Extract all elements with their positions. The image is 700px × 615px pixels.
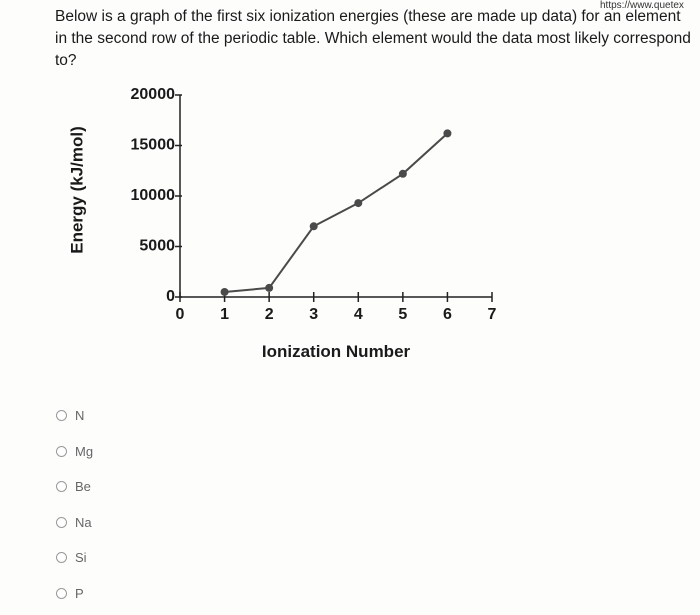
option[interactable]: Na (56, 505, 93, 541)
data-point (398, 169, 407, 178)
data-point (220, 287, 229, 296)
data-point (309, 222, 318, 231)
x-tick-label: 3 (309, 306, 318, 323)
radio-button[interactable] (56, 481, 67, 493)
option[interactable]: Si (56, 540, 93, 576)
radio-button[interactable] (56, 516, 67, 528)
x-tick-label: 0 (176, 306, 185, 323)
x-tick-label: 6 (443, 306, 452, 323)
y-tick-label: 15000 (131, 137, 176, 154)
x-tick-label: 4 (354, 306, 363, 323)
data-point (265, 283, 274, 292)
x-axis-title: Ionization Number (262, 342, 411, 361)
option-label: P (75, 585, 84, 601)
y-tick-label: 20000 (131, 86, 176, 103)
option[interactable]: Be (56, 469, 93, 505)
question-text: Below is a graph of the first six ioniza… (55, 8, 691, 69)
y-tick-label: 10000 (131, 187, 176, 204)
option[interactable]: N (56, 398, 93, 434)
url: https://www.quetex (600, 0, 684, 11)
x-tick-label: 5 (398, 306, 407, 323)
radio-button[interactable] (56, 552, 67, 564)
data-point (443, 129, 452, 138)
y-axis-title: Energy (kJ/mol) (67, 126, 86, 254)
option-label: Be (75, 479, 91, 495)
data-line (224, 132, 449, 293)
radio-button[interactable] (56, 445, 67, 457)
x-tick-label: 2 (265, 306, 274, 323)
option-label: Mg (75, 443, 94, 459)
y-tick-label: 5000 (139, 238, 175, 255)
chart: Energy (kJ/mol) Ionization Number 0 5000 1… (67, 86, 497, 361)
data-point (354, 199, 363, 208)
option[interactable]: P (56, 576, 93, 612)
radio-button[interactable] (56, 410, 67, 422)
option-label: Na (75, 514, 92, 530)
option-label: Si (75, 550, 87, 566)
y-tick-label: 0 (166, 288, 175, 305)
option[interactable]: Mg (56, 434, 93, 470)
option-label: N (75, 408, 85, 424)
radio-button[interactable] (56, 587, 67, 599)
x-tick-label: 7 (488, 306, 497, 323)
options: N Mg Be Na Si P (56, 398, 93, 611)
x-tick-label: 1 (220, 306, 229, 323)
